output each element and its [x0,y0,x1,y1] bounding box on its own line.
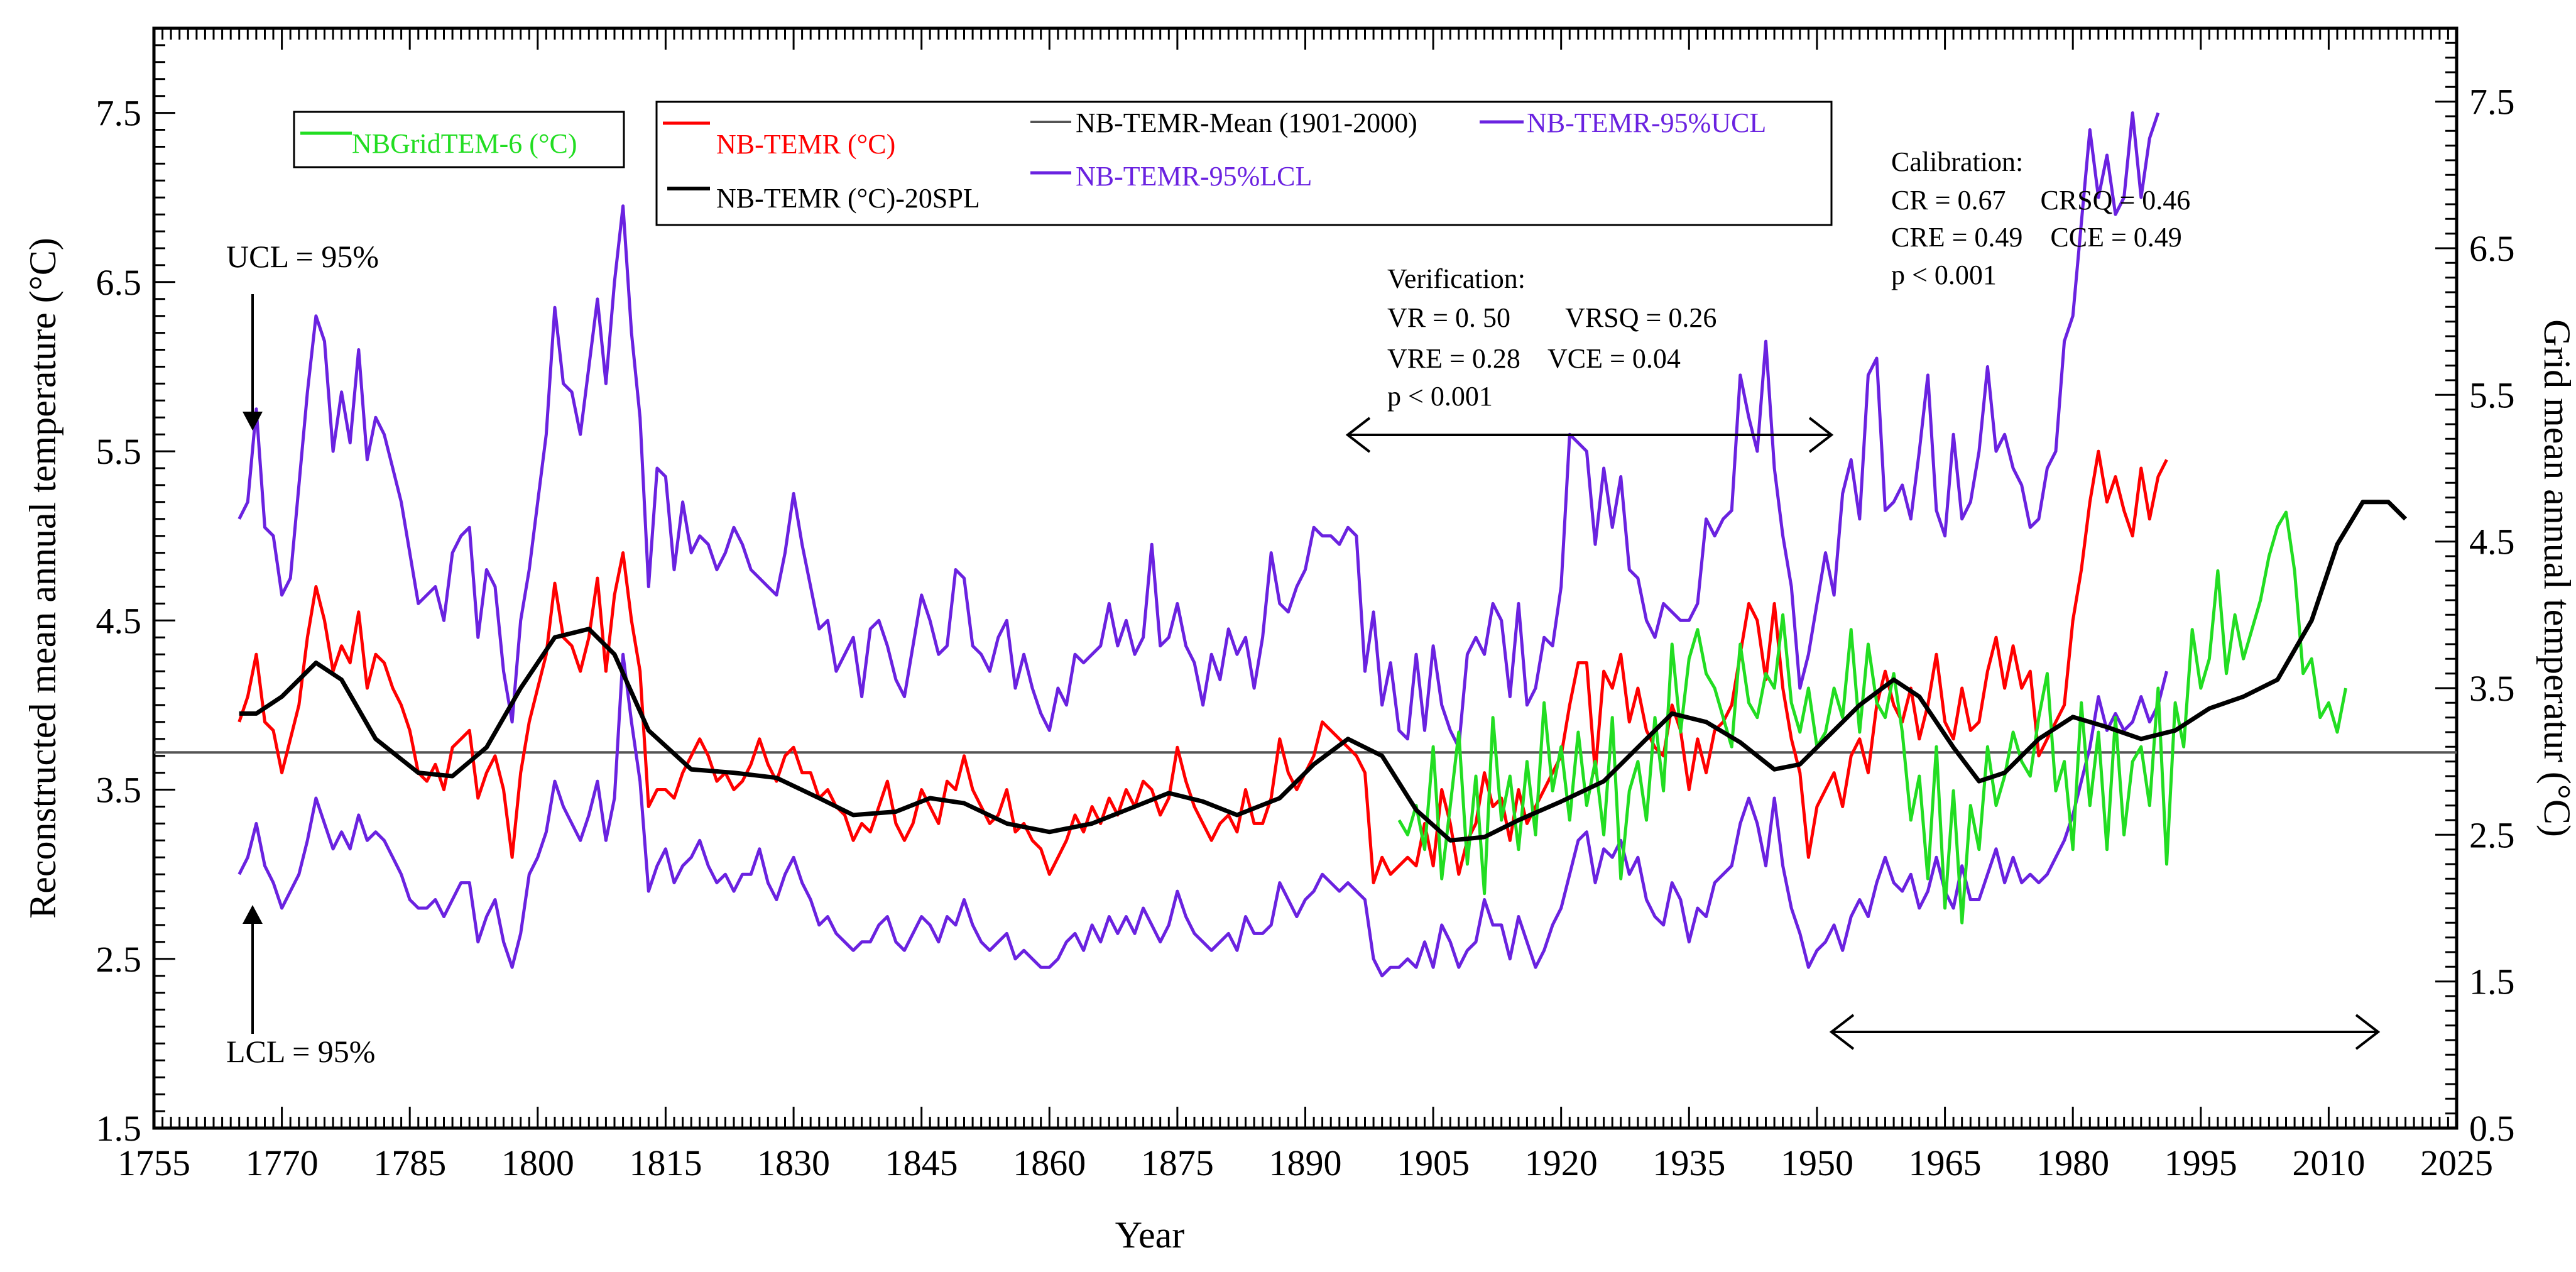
y-right-tick-label: 6.5 [2469,228,2515,269]
y-left-tick-label: 7.5 [96,93,142,134]
y-right-tick-label: 1.5 [2469,962,2515,1002]
y-left-tick-label: 5.5 [96,431,142,472]
x-tick-label: 2010 [2292,1143,2365,1183]
x-axis-title: Year [1115,1214,1185,1256]
y-right-tick-label: 3.5 [2469,668,2515,709]
series-line-spl [239,500,2408,843]
calibration-line2: CRE = 0.49 CCE = 0.49 [1891,222,2182,253]
y-left-tick-label: 3.5 [96,770,142,811]
legend-mean-label: NB-TEMR-Mean (1901-2000) [1076,107,1417,138]
verification-pvalue: p < 0.001 [1387,381,1493,412]
x-tick-label: 1935 [1652,1143,1725,1183]
lcl-arrow-head [243,905,263,924]
y-axis-title-left: Reconstructed mean annual temperature (°… [22,238,63,919]
x-tick-label: 1815 [629,1143,702,1183]
y-left-tick-label: 2.5 [96,939,142,980]
y-left-tick-label: 6.5 [96,262,142,303]
y-left-tick-labels: 1.5 2.5 3.5 4.5 5.5 6.5 7.5 [96,93,142,1149]
x-tick-label: 1905 [1397,1143,1470,1183]
x-tick-label: 1800 [501,1143,574,1183]
lcl-annotation: LCL = 95% [226,1034,375,1069]
series-line-grid [1397,510,2347,924]
calibration-period-arrow [1829,1014,2381,1050]
legend-grid-box [293,111,625,168]
series-layer [154,111,2457,978]
x-tick-labels: 1755 1770 1785 1800 1815 1830 1845 1860 1875 1890… [117,1143,2493,1183]
legend-grid: NBGridTEM-6 (°C) [293,111,625,168]
series-line-lcl [237,652,2168,978]
verification-line1: VR = 0. 50 VRSQ = 0.26 [1387,302,1716,333]
x-tick-label: 1770 [246,1143,319,1183]
ucl-arrow-head [243,412,263,430]
legend-main: NB-TEMR (°C) NB-TEMR (°C)-20SPL NB-TEMR-… [655,101,1833,226]
legend-grid-label: NBGridTEM-6 (°C) [352,128,577,159]
axis-ticks [153,27,2458,1129]
x-tick-label: 1950 [1781,1143,1853,1183]
series-line-ucl [237,111,2160,749]
x-tick-label: 2025 [2420,1143,2493,1183]
legend-main-box [655,101,1833,226]
y-right-tick-label: 7.5 [2469,82,2515,123]
calibration-line1: CR = 0.67 CRSQ = 0.46 [1891,185,2190,216]
legend-spl-label: NB-TEMR (°C)-20SPL [716,183,980,214]
y-right-tick-label: 5.5 [2469,375,2515,415]
x-tick-label: 1755 [117,1143,190,1183]
legend-ucl-label: NB-TEMR-95%UCL [1527,107,1766,138]
y-left-tick-label: 4.5 [96,600,142,641]
x-tick-label: 1860 [1013,1143,1086,1183]
x-tick-label: 1980 [2036,1143,2109,1183]
x-tick-label: 1995 [2164,1143,2237,1183]
x-tick-label: 1845 [885,1143,958,1183]
x-tick-label: 1920 [1525,1143,1598,1183]
x-tick-label: 1890 [1269,1143,1342,1183]
legend-temr-label: NB-TEMR (°C) [716,129,895,160]
series-line-temr [237,449,2168,885]
y-right-tick-label: 4.5 [2469,522,2515,562]
x-tick-label: 1830 [757,1143,830,1183]
verification-period-arrow [1345,417,1834,453]
y-right-tick-label: 0.5 [2469,1108,2515,1149]
calibration-pvalue: p < 0.001 [1891,260,1997,290]
ucl-annotation: UCL = 95% [226,239,379,274]
verification-line2: VRE = 0.28 VCE = 0.04 [1387,343,1681,374]
calibration-title: Calibration: [1891,146,2023,177]
y-right-tick-label: 2.5 [2469,814,2515,855]
x-tick-label: 1875 [1141,1143,1214,1183]
legend-lcl-label: NB-TEMR-95%LCL [1076,161,1312,192]
y-right-tick-labels: 0.5 1.5 2.5 3.5 4.5 5.5 6.5 7.5 [2469,82,2515,1149]
y-axis-title-right: Grid mean annual temperatur (°C) [2536,319,2576,837]
y-left-tick-label: 1.5 [96,1108,142,1149]
verification-title: Verification: [1387,263,1525,294]
x-tick-label: 1965 [1909,1143,1982,1183]
x-tick-label: 1785 [373,1143,446,1183]
